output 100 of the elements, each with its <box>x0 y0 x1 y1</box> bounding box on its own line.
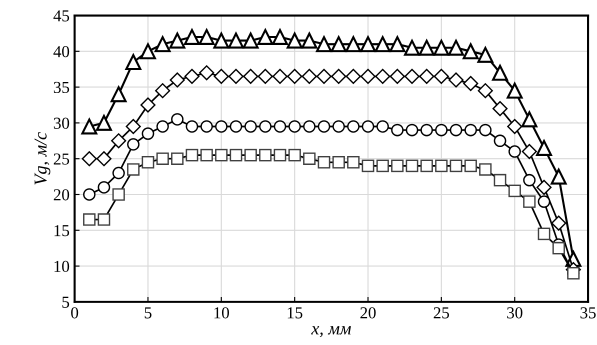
point <box>448 72 464 88</box>
point <box>450 160 462 172</box>
point <box>142 156 154 169</box>
point <box>391 124 404 136</box>
point <box>318 120 330 133</box>
point <box>507 118 522 134</box>
point <box>112 188 125 201</box>
point <box>464 124 477 136</box>
point <box>419 68 434 84</box>
point <box>287 68 302 84</box>
point <box>434 68 449 84</box>
point <box>170 72 185 88</box>
point <box>258 68 273 84</box>
point <box>156 120 169 133</box>
point <box>360 36 376 52</box>
point <box>156 152 169 165</box>
y-tick-label: 25 <box>54 153 70 165</box>
point <box>316 36 332 52</box>
point <box>96 151 112 166</box>
point <box>215 148 228 162</box>
point <box>303 152 316 165</box>
point <box>302 68 317 84</box>
point <box>81 118 98 134</box>
point <box>288 120 301 133</box>
point <box>82 151 97 166</box>
point <box>347 156 360 169</box>
x-tick-label: 0 <box>71 307 78 318</box>
y-tick-label: 40 <box>53 46 70 58</box>
point <box>142 127 154 140</box>
point <box>259 120 272 133</box>
point <box>272 29 288 45</box>
point <box>552 242 565 254</box>
point <box>494 134 506 148</box>
point <box>362 160 374 172</box>
point <box>140 97 156 113</box>
point <box>230 148 242 162</box>
y-axis-title: Vg, м/с <box>34 132 50 185</box>
point <box>111 133 126 148</box>
y-tick-label: 35 <box>54 82 70 94</box>
point <box>536 180 552 195</box>
point <box>420 160 433 172</box>
point <box>199 65 214 80</box>
point <box>478 83 493 98</box>
point <box>171 152 184 165</box>
point <box>303 120 316 133</box>
point <box>257 29 274 45</box>
point <box>213 32 230 49</box>
point <box>494 174 506 186</box>
point <box>374 36 391 52</box>
point <box>376 160 389 172</box>
point <box>286 32 303 49</box>
point <box>362 120 374 133</box>
point <box>215 120 228 133</box>
point <box>228 68 244 84</box>
x-tick-label: 35 <box>580 307 596 318</box>
point <box>171 113 184 126</box>
point <box>332 120 345 133</box>
point <box>347 120 360 133</box>
point <box>551 216 566 231</box>
point <box>404 68 420 84</box>
point <box>450 124 462 136</box>
point <box>406 124 418 136</box>
point <box>331 68 346 84</box>
point <box>169 32 186 49</box>
point <box>492 101 508 116</box>
x-tick-label: 15 <box>288 307 302 318</box>
point <box>523 174 536 186</box>
y-tick-label: 45 <box>53 10 70 22</box>
x-tick-label: 30 <box>507 307 522 318</box>
point <box>521 111 538 128</box>
point <box>346 68 361 84</box>
point <box>83 213 96 226</box>
x-tick-label: 25 <box>434 307 450 318</box>
point <box>112 166 125 180</box>
point <box>184 68 200 84</box>
point <box>523 195 536 208</box>
point <box>345 36 362 52</box>
point <box>126 118 141 134</box>
point <box>98 181 110 194</box>
point <box>536 140 552 156</box>
point <box>316 68 332 84</box>
point <box>127 163 140 176</box>
point <box>154 36 171 52</box>
y-tick-label: 20 <box>54 189 70 200</box>
point <box>200 120 213 133</box>
point <box>522 144 537 160</box>
point <box>318 156 330 169</box>
point <box>433 40 450 56</box>
point <box>274 120 286 133</box>
point <box>244 148 257 162</box>
point <box>301 32 318 49</box>
point <box>538 195 550 208</box>
point <box>464 160 477 172</box>
point <box>492 64 508 81</box>
point <box>288 148 301 162</box>
point <box>140 43 156 60</box>
point <box>214 68 229 84</box>
point <box>448 40 464 56</box>
point <box>83 188 96 201</box>
point <box>391 160 404 172</box>
